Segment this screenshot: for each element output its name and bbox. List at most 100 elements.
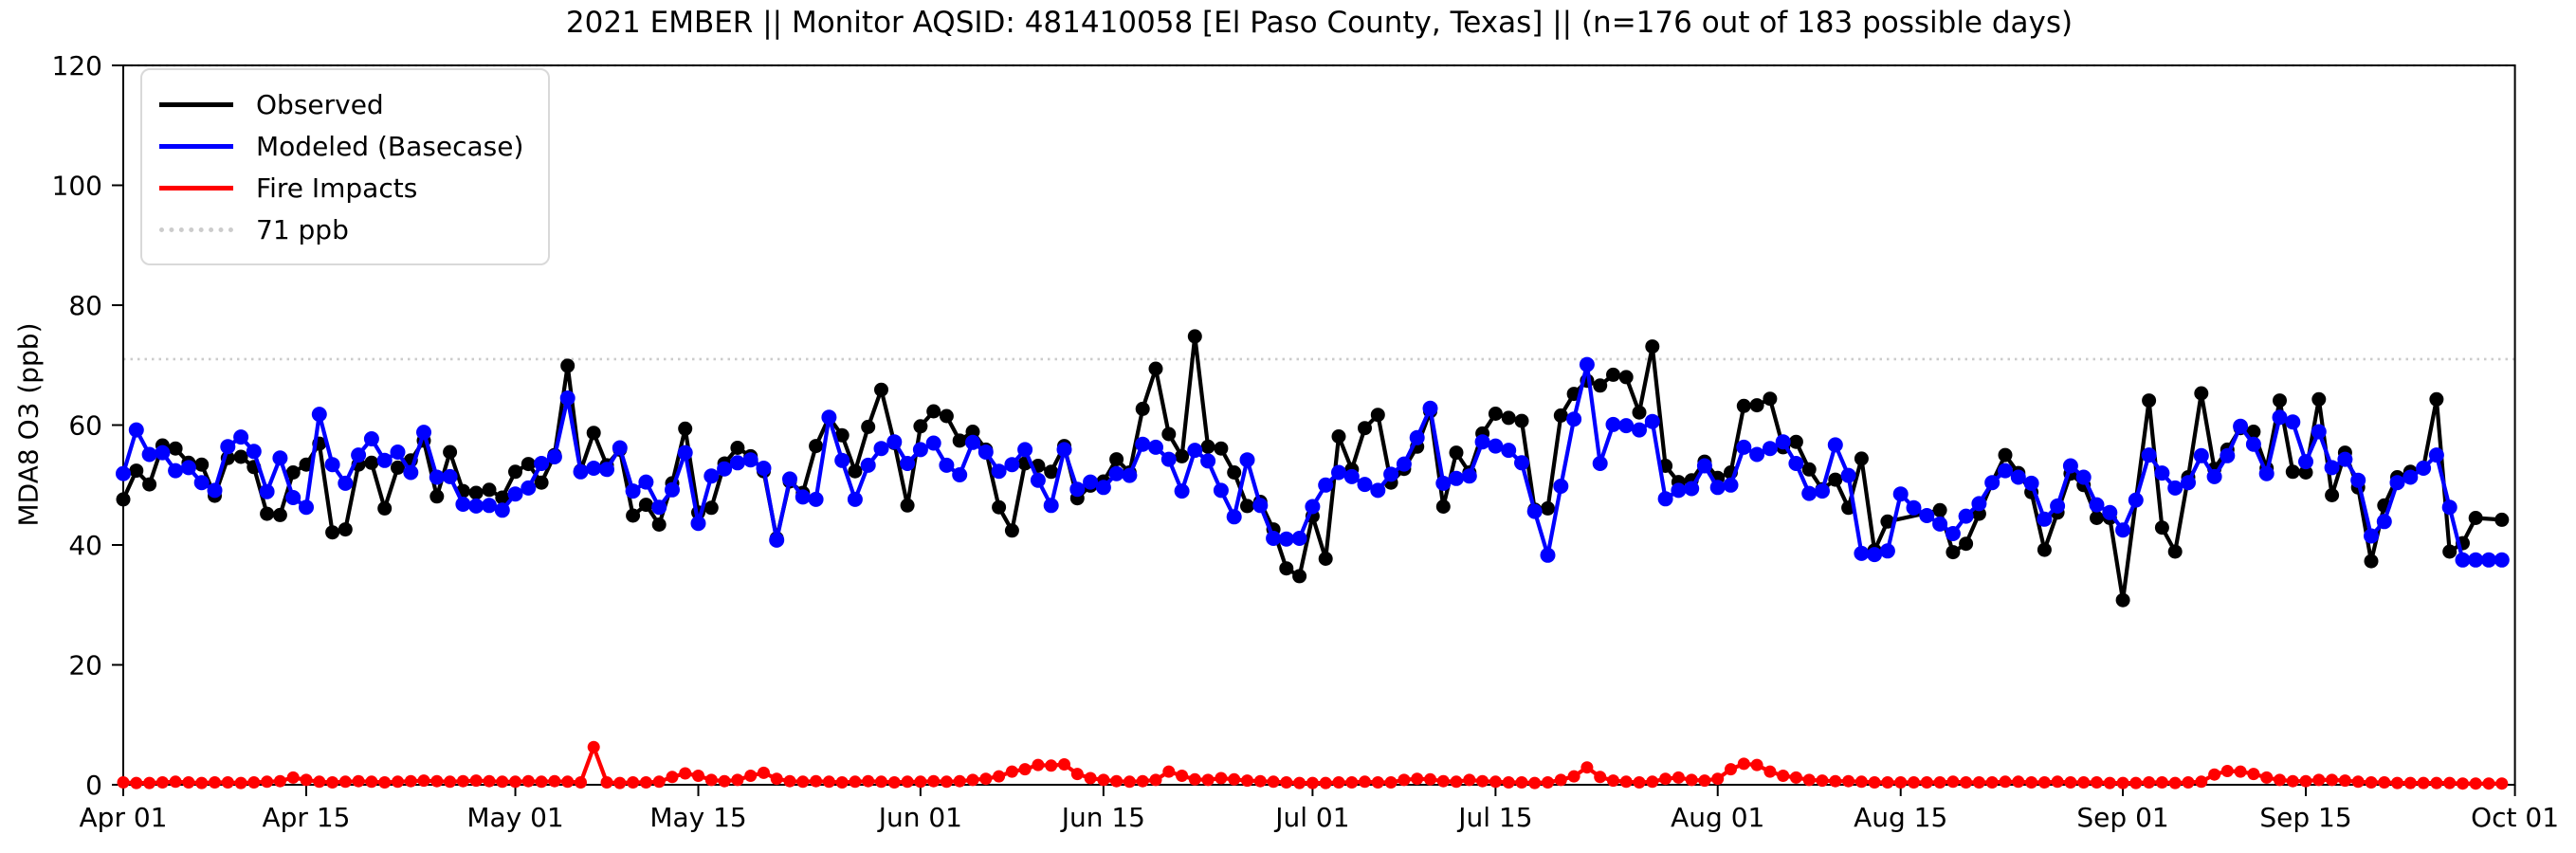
observed-marker <box>1279 561 1294 576</box>
fire-marker <box>2234 765 2247 778</box>
fire-marker <box>1032 758 1045 771</box>
fire-marker <box>2403 776 2417 789</box>
fire-marker <box>875 775 887 789</box>
observed-marker <box>1200 439 1215 454</box>
observed-marker <box>586 426 601 441</box>
x-tick-label: Aug 15 <box>1854 802 1947 833</box>
fire-marker <box>731 773 744 787</box>
fire-marker <box>2338 774 2351 788</box>
fire-marker <box>1228 772 1241 786</box>
observed-marker <box>1109 452 1124 467</box>
modeled-marker <box>1801 485 1818 501</box>
fire-marker <box>1868 776 1881 789</box>
modeled-marker <box>1095 480 1111 496</box>
observed-marker <box>495 490 510 505</box>
fire-marker <box>1960 776 1973 789</box>
fire-marker <box>1097 773 1110 787</box>
observed-marker <box>1175 448 1190 463</box>
modeled-marker <box>2350 472 2366 488</box>
fire-marker <box>666 771 679 784</box>
fire-marker <box>1398 773 1411 787</box>
modeled-marker <box>2115 522 2131 538</box>
observed-marker <box>678 421 693 436</box>
observed-marker <box>1318 552 1333 566</box>
fire-marker <box>195 776 209 789</box>
modeled-marker <box>873 441 889 457</box>
observed-marker <box>2364 554 2379 569</box>
modeled-marker <box>507 486 523 502</box>
fire-marker <box>221 776 234 789</box>
observed-marker <box>992 499 1007 515</box>
modeled-marker <box>272 450 288 466</box>
modeled-marker <box>1239 452 1255 468</box>
modeled-marker <box>1083 474 1099 490</box>
fire-marker <box>2274 773 2286 787</box>
modeled-marker <box>769 532 785 548</box>
fire-marker <box>1972 776 1985 789</box>
observed-marker <box>2142 393 2157 408</box>
modeled-marker <box>900 456 916 471</box>
fire-marker <box>1646 775 1659 789</box>
modeled-marker <box>168 463 184 479</box>
observed-marker <box>2325 488 2340 502</box>
modeled-marker <box>2455 552 2471 568</box>
fire-marker <box>2443 776 2457 789</box>
x-tick-label: Jul 01 <box>1273 802 1349 833</box>
modeled-marker <box>1135 436 1151 452</box>
modeled-marker <box>1553 479 1569 494</box>
fire-marker <box>1750 758 1763 771</box>
observed-marker <box>260 506 275 521</box>
fire-marker <box>169 775 182 789</box>
fire-marker <box>1711 772 1725 786</box>
fire-marker <box>862 774 875 788</box>
modeled-marker <box>1501 443 1517 459</box>
observed-marker <box>1645 339 1660 354</box>
fire-marker <box>2495 777 2509 790</box>
fire-marker <box>1528 776 1542 789</box>
y-tick-label: 80 <box>68 290 102 321</box>
observed-marker <box>1632 405 1647 420</box>
fire-marker <box>1345 776 1359 789</box>
fire-marker <box>796 775 810 789</box>
fire-marker <box>979 772 993 786</box>
legend-box: Observed Modeled (Basecase) Fire Impacts… <box>140 68 551 265</box>
x-tick-label: Sep 15 <box>2259 802 2351 833</box>
fire-marker <box>575 776 587 789</box>
modeled-marker <box>2181 475 2196 491</box>
modeled-marker <box>847 491 863 507</box>
modeled-marker <box>2220 447 2236 463</box>
fire-marker <box>692 770 704 782</box>
modeled-marker <box>808 491 824 507</box>
modeled-marker <box>1945 526 1961 541</box>
fire-marker <box>2365 776 2378 789</box>
fire-marker <box>273 774 286 788</box>
fire-marker <box>2129 776 2143 789</box>
fire-marker <box>352 774 365 788</box>
modeled-marker <box>2062 458 2078 474</box>
x-tick-label: Apr 15 <box>263 802 351 833</box>
fire-marker <box>1476 774 1489 788</box>
observed-marker <box>377 500 393 516</box>
modeled-marker <box>795 489 811 505</box>
observed-marker <box>1514 413 1529 428</box>
fire-marker <box>1725 763 1737 776</box>
observed-marker <box>730 441 745 455</box>
observed-marker <box>926 404 941 419</box>
fire-marker <box>2077 776 2091 789</box>
modeled-marker <box>977 445 994 460</box>
y-tick-label: 60 <box>68 410 102 442</box>
fire-marker <box>627 776 640 789</box>
modeled-marker <box>638 474 654 490</box>
y-tick-label: 0 <box>85 770 102 801</box>
fire-marker <box>1698 774 1711 788</box>
observed-marker <box>2494 512 2510 527</box>
modeled-marker <box>1671 482 1687 499</box>
x-tick-label: Apr 01 <box>80 802 168 833</box>
modeled-marker <box>952 467 968 482</box>
modeled-marker <box>717 461 733 477</box>
fire-marker <box>117 776 130 789</box>
y-tick-label: 20 <box>68 650 102 681</box>
modeled-marker <box>1318 477 1334 493</box>
legend-label: 71 ppb <box>256 213 349 245</box>
fire-marker <box>758 766 770 779</box>
